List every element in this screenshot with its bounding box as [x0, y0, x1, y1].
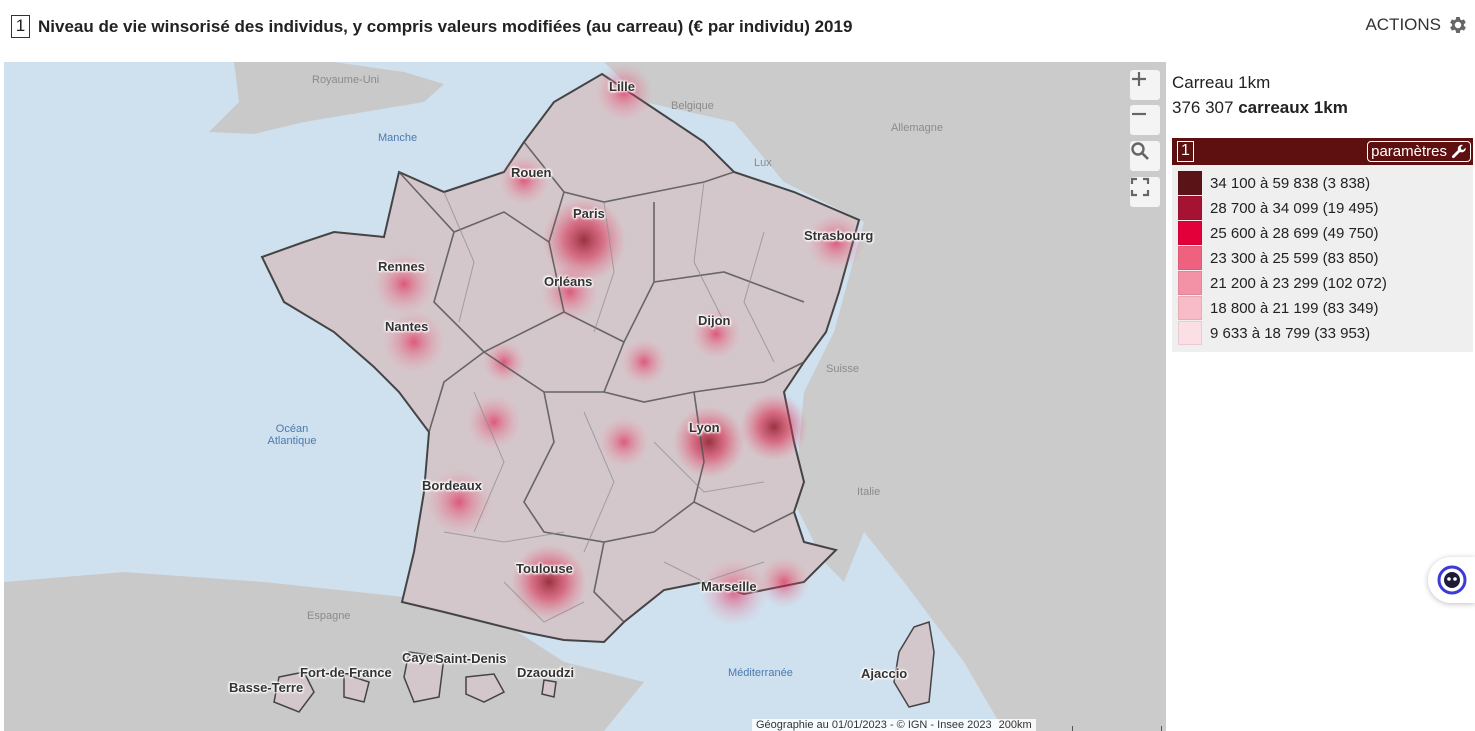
zoom-out-button[interactable] — [1130, 105, 1160, 135]
legend-swatch — [1178, 296, 1202, 320]
chatbot-icon — [1437, 565, 1466, 595]
legend-class-row: 23 300 à 25 599 (83 850) — [1178, 246, 1378, 270]
legend-class-label: 18 800 à 21 199 (83 349) — [1210, 299, 1379, 317]
title-index-badge: 1 — [11, 15, 30, 38]
actions-label: ACTIONS — [1365, 15, 1441, 34]
legend-swatch — [1178, 271, 1202, 295]
city-label-lyon: Lyon — [689, 420, 720, 435]
country-label-espagne: Espagne — [307, 610, 351, 622]
legend-swatch — [1178, 221, 1202, 245]
city-label-toulouse: Toulouse — [516, 561, 573, 576]
actions-button[interactable]: ACTIONS — [1365, 14, 1469, 36]
corsica-landmass — [893, 621, 935, 708]
scale-label: 200km — [998, 719, 1032, 731]
region-boundaries — [398, 141, 805, 623]
country-label-allemagne: Allemagne — [891, 122, 943, 134]
plus-icon — [1132, 72, 1146, 86]
guadeloupe-inset — [273, 671, 315, 713]
france-landmass — [260, 72, 861, 644]
gear-icon — [1450, 17, 1466, 33]
legend-class-row: 25 600 à 28 699 (49 750) — [1178, 221, 1378, 245]
legend-class-label: 28 700 à 34 099 (19 495) — [1210, 199, 1379, 217]
legend-class-row: 34 100 à 59 838 (3 838) — [1178, 171, 1370, 195]
legend-class-label: 9 633 à 18 799 (33 953) — [1210, 324, 1371, 342]
parameters-label: paramètres — [1371, 142, 1447, 160]
fullscreen-icon — [1130, 177, 1150, 197]
map-attribution: Géographie au 01/01/2023 - © IGN - Insee… — [752, 719, 1036, 731]
martinique-inset — [343, 672, 370, 703]
map-canvas — [4, 62, 1166, 731]
fullscreen-button[interactable] — [1130, 177, 1160, 207]
legend-header: 1 paramètres — [1172, 138, 1473, 165]
department-boundaries — [443, 181, 775, 623]
guyane-inset — [403, 651, 445, 703]
sea-label-atlantique: Océan Atlantique — [267, 423, 317, 447]
sea-label-manche: Manche — [378, 132, 418, 144]
legend-class-label: 23 300 à 25 599 (83 850) — [1210, 249, 1379, 267]
legend-box: 1 paramètres 34 100 à 59 838 (3 838) 28 7… — [1172, 138, 1473, 352]
map-view[interactable]: Manche Océan Atlantique Méditerranée Roy… — [4, 62, 1166, 731]
parameters-button[interactable]: paramètres — [1367, 141, 1471, 162]
search-button[interactable] — [1130, 141, 1160, 171]
zoom-in-button[interactable] — [1130, 70, 1160, 100]
city-label-saint-denis: Saint-Denis — [435, 651, 507, 666]
country-label-suisse: Suisse — [826, 363, 860, 375]
city-label-fort-de-france: Fort-de-France — [300, 665, 392, 680]
legend-index-badge: 1 — [1177, 141, 1194, 162]
legend-class-row: 9 633 à 18 799 (33 953) — [1178, 321, 1370, 345]
legend-class-label: 25 600 à 28 699 (49 750) — [1210, 224, 1379, 242]
legend-swatch — [1178, 171, 1202, 195]
chat-assistant-button[interactable] — [1428, 557, 1475, 603]
city-label-lille: Lille — [609, 79, 636, 94]
cell-count-unit: carreaux 1km — [1238, 98, 1348, 117]
city-label-marseille: Marseille — [701, 579, 757, 594]
legend-class-label: 34 100 à 59 838 (3 838) — [1210, 174, 1371, 192]
page-title: Niveau de vie winsorisé des individus, y… — [38, 17, 853, 36]
layer-name: Carreau 1km — [1172, 73, 1271, 92]
scale-bar — [1072, 726, 1162, 731]
city-label-basse-terre: Basse-Terre — [229, 680, 304, 695]
country-label-lux: Lux — [754, 157, 772, 169]
legend-panel: Carreau 1km 376 307 carreaux 1km 1 param… — [1166, 62, 1475, 731]
legend-class-row: 28 700 à 34 099 (19 495) — [1178, 196, 1378, 220]
central-europe-landmass — [604, 62, 1166, 582]
city-label-rennes: Rennes — [378, 259, 425, 274]
legend-class-row: 18 800 à 21 199 (83 349) — [1178, 296, 1378, 320]
legend-swatch — [1178, 321, 1202, 345]
city-label-strasbourg: Strasbourg — [804, 228, 874, 243]
city-label-dzaoudzi: Dzaoudzi — [517, 665, 575, 680]
legend-class-row: 21 200 à 23 299 (102 072) — [1178, 271, 1387, 295]
minus-icon — [1132, 112, 1146, 116]
uk-landmass — [209, 62, 444, 134]
legend-swatch — [1178, 246, 1202, 270]
city-label-nantes: Nantes — [385, 319, 429, 334]
legend-swatch — [1178, 196, 1202, 220]
italy-landmass — [864, 492, 1166, 731]
search-icon — [1131, 142, 1149, 160]
city-label-bordeaux: Bordeaux — [422, 478, 482, 493]
sea-label-mediterranee: Méditerranée — [728, 667, 793, 679]
page-header: 1 Niveau de vie winsorisé des individus,… — [0, 0, 1475, 58]
city-label-rouen: Rouen — [511, 165, 552, 180]
country-label-italie: Italie — [857, 486, 881, 498]
city-label-ajaccio: Ajaccio — [861, 666, 908, 681]
attribution-text: Géographie au 01/01/2023 - © IGN - Insee… — [756, 719, 992, 731]
country-label-belgique: Belgique — [671, 100, 714, 112]
mayotte-inset — [541, 679, 557, 698]
city-label-dijon: Dijon — [698, 313, 731, 328]
cell-count-value: 376 307 — [1172, 98, 1234, 117]
wrench-icon — [1451, 144, 1466, 158]
city-label-orleans: Orléans — [544, 274, 593, 289]
cell-count: 376 307 carreaux 1km — [1172, 98, 1348, 118]
city-label-cayenne: Cayenne — [402, 650, 435, 665]
country-label-royaume-uni: Royaume-Uni — [312, 74, 380, 86]
legend-class-label: 21 200 à 23 299 (102 072) — [1210, 274, 1387, 292]
reunion-inset — [465, 673, 506, 703]
city-label-paris: Paris — [573, 206, 605, 221]
